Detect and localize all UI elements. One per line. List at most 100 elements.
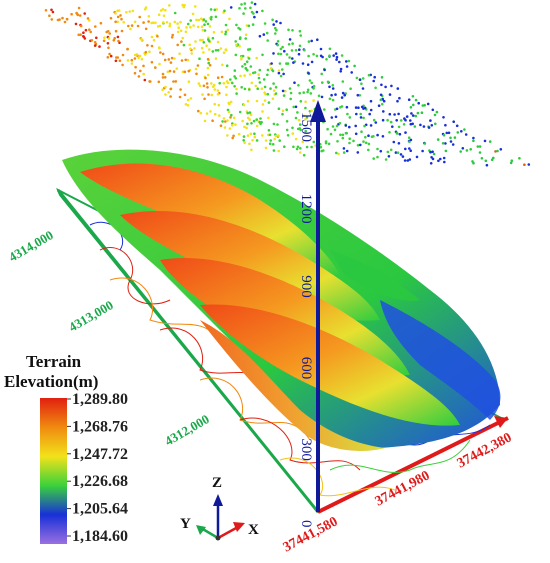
- elevation-point: [112, 39, 116, 42]
- elevation-point: [206, 22, 210, 26]
- northing-label: 4312,000: [162, 411, 212, 448]
- elevation-point: [242, 12, 245, 15]
- elevation-point: [272, 52, 275, 55]
- elevation-point: [222, 117, 226, 120]
- easting-labels: 37441,580 37441,980 37442,380: [281, 430, 515, 555]
- elevation-point: [157, 80, 161, 84]
- elevation-point: [320, 149, 324, 153]
- elevation-point: [121, 53, 125, 57]
- elevation-point: [312, 99, 315, 102]
- elevation-point: [213, 88, 217, 91]
- elevation-point: [310, 39, 314, 43]
- elevation-point: [307, 54, 310, 58]
- elevation-point: [48, 14, 51, 17]
- elevation-point: [258, 120, 262, 124]
- elevation-point: [138, 15, 141, 19]
- elevation-point: [527, 163, 531, 166]
- elevation-point: [250, 81, 254, 85]
- elevation-point: [242, 135, 246, 138]
- elevation-point: [187, 69, 191, 73]
- elevation-point: [408, 140, 411, 144]
- elevation-point: [224, 23, 228, 27]
- elevation-point: [309, 92, 313, 95]
- elevation-point: [150, 44, 154, 48]
- elevation-point: [302, 91, 306, 94]
- elevation-point: [195, 18, 198, 22]
- elevation-point: [380, 76, 384, 79]
- elevation-point: [205, 112, 209, 115]
- elevation-point: [263, 99, 267, 102]
- elevation-point: [77, 33, 80, 37]
- elevation-point: [235, 43, 238, 47]
- elevation-point: [222, 81, 226, 85]
- elevation-point: [449, 140, 453, 143]
- elevation-point: [253, 71, 257, 74]
- elevation-point: [247, 57, 251, 60]
- elevation-point: [235, 23, 238, 27]
- elevation-point: [256, 87, 260, 90]
- elevation-point: [239, 36, 242, 39]
- elevation-point: [225, 64, 229, 67]
- elevation-point: [94, 25, 97, 28]
- elevation-point: [277, 69, 281, 72]
- elevation-point: [152, 38, 156, 42]
- elevation-point: [170, 56, 174, 60]
- elevation-point: [240, 57, 243, 61]
- elevation-point: [360, 130, 363, 133]
- elevation-point: [142, 21, 145, 24]
- elevation-point: [205, 44, 208, 47]
- elevation-point: [119, 14, 122, 17]
- elevation-point: [213, 8, 217, 12]
- elevation-point: [484, 159, 488, 163]
- elevation-point: [316, 38, 319, 41]
- elevation-point: [403, 117, 406, 120]
- elevation-point: [229, 78, 232, 81]
- elevation-point: [234, 77, 238, 80]
- elevation-point: [181, 36, 184, 40]
- elevation-point: [357, 106, 360, 109]
- elevation-point: [392, 140, 396, 144]
- elevation-point: [134, 65, 137, 69]
- elevation-point: [206, 86, 209, 89]
- elevation-point: [281, 89, 285, 93]
- triad-x-label: X: [248, 522, 259, 538]
- elevation-point: [253, 15, 256, 19]
- elevation-point: [117, 39, 120, 43]
- elevation-point: [412, 103, 415, 107]
- elevation-point: [187, 80, 191, 83]
- elevation-point: [364, 141, 368, 145]
- elevation-point: [335, 55, 339, 59]
- elevation-point: [208, 63, 212, 67]
- elevation-point: [299, 123, 302, 126]
- elevation-point: [186, 98, 190, 102]
- elevation-point: [312, 53, 315, 56]
- elevation-point: [130, 62, 134, 65]
- elevation-point: [342, 147, 346, 150]
- elevation-point: [239, 74, 242, 78]
- elevation-point: [242, 103, 246, 107]
- elevation-point: [148, 80, 151, 83]
- elevation-point: [150, 60, 154, 64]
- elevation-point: [188, 43, 191, 47]
- elevation-point: [381, 118, 385, 122]
- elevation-point: [229, 116, 232, 119]
- elevation-point: [263, 22, 267, 25]
- elevation-point: [207, 61, 210, 65]
- elevation-point: [429, 162, 433, 165]
- elevation-point: [164, 8, 167, 12]
- elevation-point: [249, 113, 253, 116]
- legend-value-label: 1,205.64: [72, 501, 128, 518]
- elevation-point: [258, 68, 262, 72]
- legend-title-line2: Elevation(m): [4, 372, 98, 391]
- elevation-point: [158, 62, 161, 66]
- z-axis-arrow-icon: [310, 100, 326, 122]
- elevation-point: [396, 99, 399, 103]
- elevation-point: [93, 41, 97, 44]
- elevation-point: [312, 87, 315, 90]
- elevation-point: [144, 50, 148, 54]
- elevation-point: [360, 82, 363, 85]
- elevation-point: [202, 18, 206, 21]
- z-tick-label: 600: [298, 357, 314, 380]
- elevation-point: [237, 132, 241, 136]
- elevation-point: [390, 84, 393, 88]
